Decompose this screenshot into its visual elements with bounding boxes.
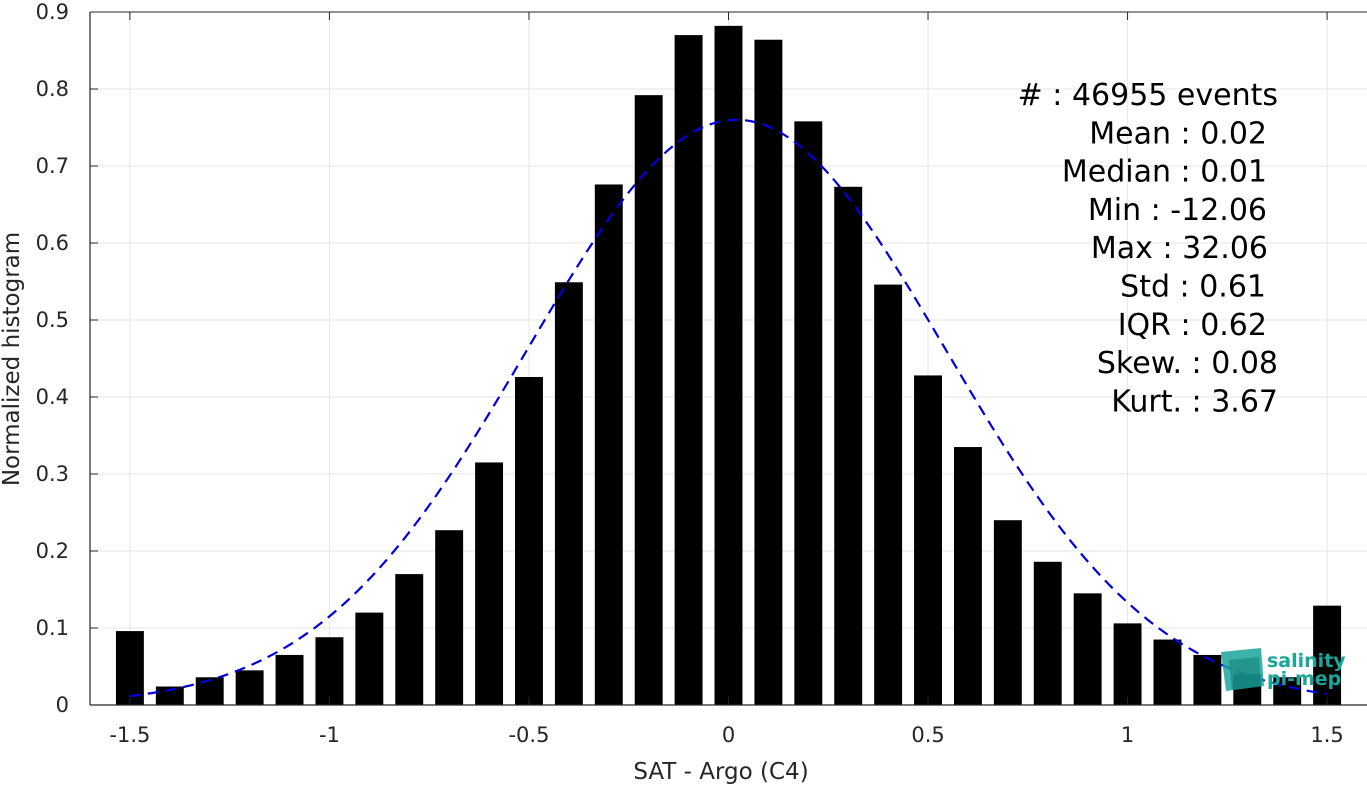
histogram-bar (475, 462, 504, 705)
histogram-bar (834, 186, 863, 706)
stat-line: # : 46955 events (1018, 78, 1278, 113)
stat-line: IQR : 0.62 (1118, 308, 1267, 343)
histogram-bar (1313, 605, 1342, 705)
histogram-bar (993, 520, 1022, 705)
histogram-bar (634, 95, 663, 705)
histogram-bar (714, 25, 743, 706)
histogram-bar (115, 631, 144, 705)
y-axis-ticks: 0 0.1 0.2 0.3 0.4 0.5 0.6 0.7 0.8 0.9 (36, 0, 98, 717)
histogram-bar (275, 654, 304, 705)
y-tick-label: 0.1 (36, 616, 69, 640)
logo-text-line2: pi-mep (1267, 668, 1341, 690)
stat-line: Skew. : 0.08 (1097, 346, 1278, 381)
x-tick-label: -1.5 (109, 723, 150, 747)
y-tick-label: 0.9 (36, 0, 69, 24)
y-tick-label: 0.4 (36, 385, 69, 409)
x-tick-label: 1 (1121, 723, 1134, 747)
histogram-bars (115, 25, 1342, 706)
histogram-bar (315, 637, 344, 705)
y-tick-label: 0 (56, 693, 69, 717)
x-tick-label: 1.5 (1310, 723, 1343, 747)
logo-shape-shadow-icon (1229, 657, 1261, 690)
x-tick-label: -0.5 (508, 723, 549, 747)
histogram-bar (435, 530, 464, 705)
histogram-bar (155, 686, 184, 705)
histogram-bar (594, 184, 623, 706)
histogram-bar (395, 574, 424, 705)
histogram-bar (195, 677, 224, 705)
x-tick-label: -1 (319, 723, 340, 747)
stat-line: Mean : 0.02 (1089, 116, 1267, 151)
y-tick-label: 0.6 (36, 231, 69, 255)
histogram-bar (953, 447, 982, 705)
y-tick-label: 0.5 (36, 308, 69, 332)
histogram-bar (1273, 677, 1302, 705)
histogram-bar (754, 39, 783, 706)
histogram-bar (1113, 623, 1142, 705)
logo-text-line1: salinity (1267, 650, 1346, 672)
gaussian-fit-line (129, 118, 1328, 698)
histogram-bar (515, 376, 543, 705)
histogram-bar (355, 612, 384, 705)
histogram-bar (1033, 561, 1062, 705)
histogram-bar (1073, 593, 1102, 705)
x-axis-label: SAT - Argo (C4) (633, 759, 808, 785)
histogram-bar (914, 375, 942, 705)
y-axis-label: Normalized histogram (0, 232, 25, 486)
histogram-bar (674, 35, 703, 706)
histogram-bar (554, 282, 583, 705)
y-tick-label: 0.3 (36, 462, 69, 486)
x-tick-label: 0.5 (911, 723, 944, 747)
stat-line: Median : 0.01 (1062, 155, 1267, 190)
y-tick-label: 0.8 (36, 77, 69, 101)
histogram-bar (794, 121, 823, 706)
x-axis-ticks: -1.5 -1 -0.5 0 0.5 1 1.5 (109, 12, 1344, 747)
stat-line: Min : -12.06 (1088, 193, 1267, 228)
y-tick-label: 0.7 (36, 154, 69, 178)
salinity-pimep-logo: salinity pi-mep (1221, 648, 1346, 691)
histogram-bar (235, 670, 264, 705)
x-tick-label: 0 (722, 723, 735, 747)
stat-line: Std : 0.61 (1120, 270, 1266, 305)
y-tick-label: 0.2 (36, 539, 69, 563)
histogram-bar (874, 284, 903, 705)
stat-line: Kurt. : 3.67 (1111, 384, 1278, 419)
histogram-bar (1193, 654, 1222, 705)
stat-line: Max : 32.06 (1091, 231, 1268, 266)
histogram-bar (1153, 639, 1182, 705)
